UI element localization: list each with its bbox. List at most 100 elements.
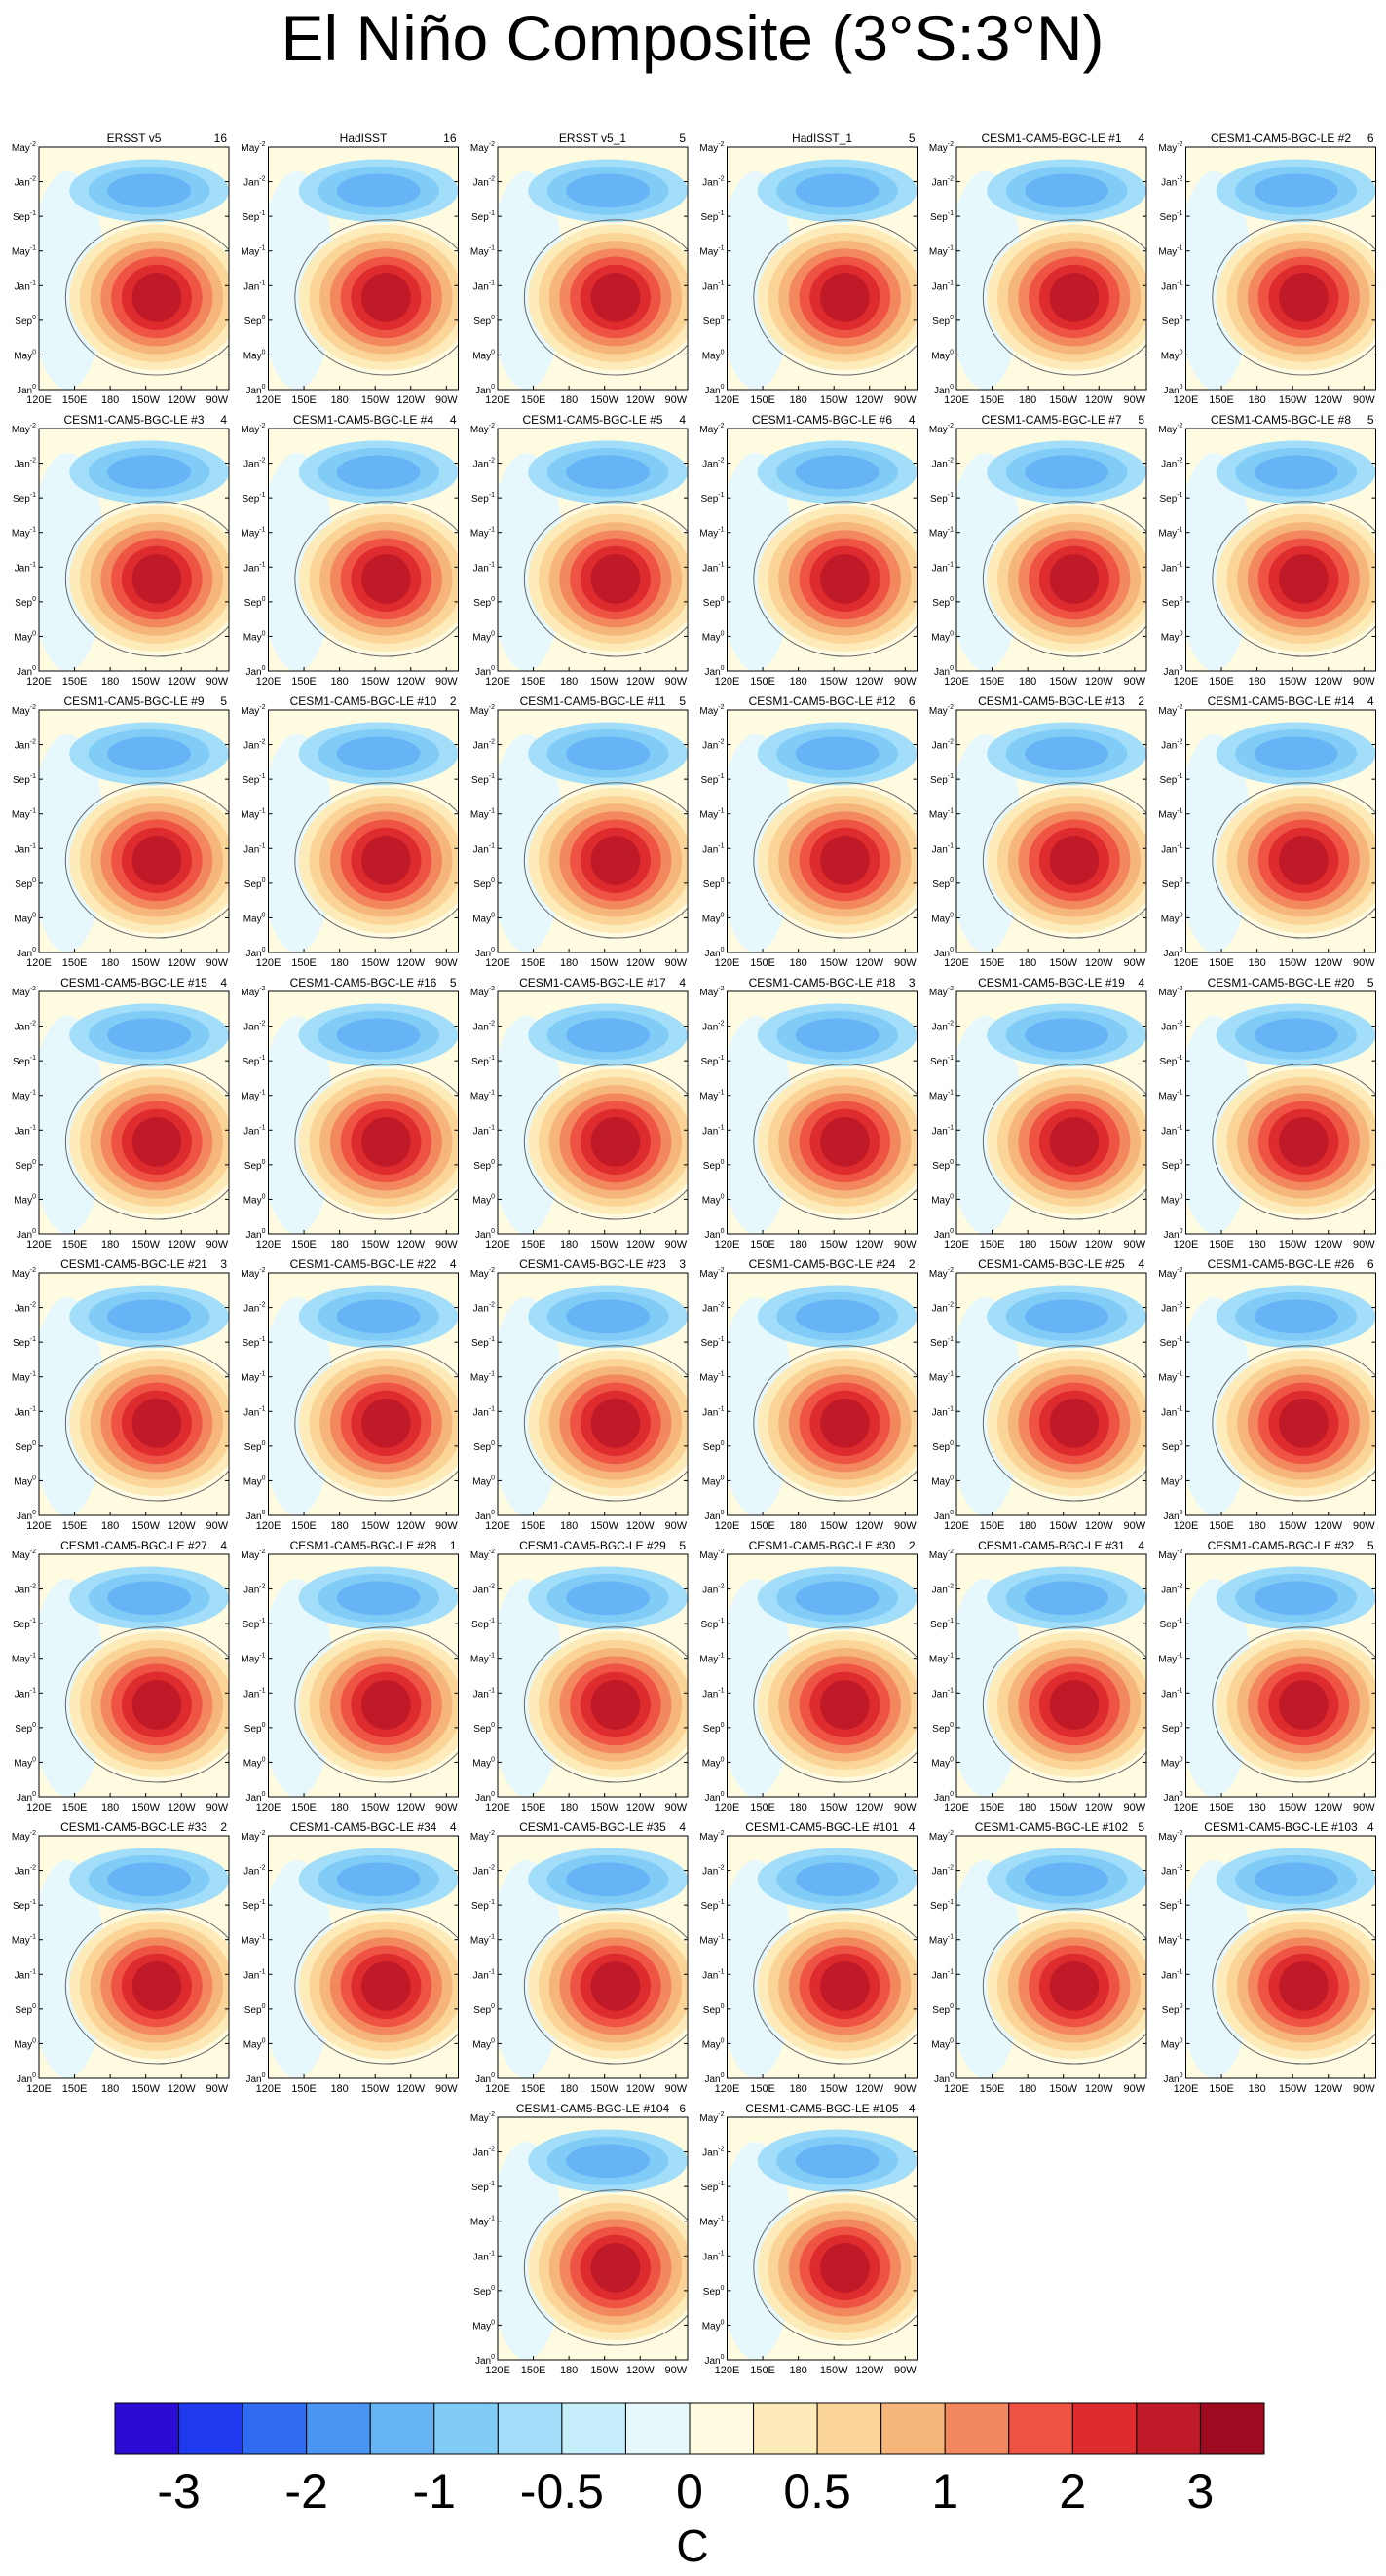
x-tick-label: 90W (665, 2365, 688, 2376)
x-tick-label: 120E (1174, 1520, 1199, 1532)
y-tick-month: Jan (475, 667, 491, 678)
y-tick-year: -1 (948, 773, 954, 780)
colorbar-swatch (497, 2402, 563, 2455)
y-tick-month: May (1158, 810, 1177, 821)
y-tick-month: Jan (1163, 2074, 1179, 2085)
y-tick-label: May0 (243, 1193, 266, 1206)
y-tick-month: May (241, 1550, 259, 1561)
y-tick-year: -1 (259, 1124, 265, 1131)
y-tick-year: -2 (489, 1830, 495, 1837)
x-tick-label: 180 (560, 676, 578, 688)
x-tick-label: 150E (62, 1239, 88, 1251)
field (727, 2117, 918, 2360)
y-tick-month: Sep (471, 494, 489, 504)
y-tick-label: May-1 (12, 1934, 36, 1947)
y-tick-label: Jan0 (475, 384, 495, 396)
cold-anomaly (1025, 455, 1108, 490)
x-tick-label: 120E (715, 2083, 740, 2095)
y-tick-month: Jan (702, 281, 718, 292)
y-tick-label: Sep0 (15, 1440, 36, 1453)
y-tick-label: Jan0 (704, 947, 724, 959)
y-tick-year: 0 (1180, 2003, 1183, 2010)
colorbar-tick-label: -3 (157, 2464, 200, 2519)
y-tick-month: May (929, 1373, 948, 1384)
x-tick-label: 90W (435, 957, 458, 969)
y-tick-year: -2 (948, 1865, 954, 1872)
panel-count: 16 (443, 131, 457, 145)
y-tick-year: 0 (32, 1475, 36, 1481)
panel: CESM1-CAM5-BGC-LE #4 4May-2Jan-2Sep-1May-… (241, 413, 459, 688)
y-tick-year: -1 (30, 1371, 36, 1378)
plot-frame (727, 428, 918, 672)
y-tick-year: -1 (489, 1090, 495, 1097)
y-tick-month: Jan (702, 1304, 718, 1315)
panel-title: CESM1-CAM5-BGC-LE #31 (978, 1539, 1125, 1552)
y-tick-month: May (12, 1655, 30, 1665)
y-tick-year: 0 (1180, 596, 1183, 603)
y-tick-label: May-1 (699, 2216, 724, 2228)
y-tick-year: -1 (948, 1090, 954, 1097)
y-tick-month: Jan (932, 1689, 948, 1699)
y-tick-month: Jan (932, 178, 948, 189)
y-tick-year: -1 (30, 561, 36, 568)
y-tick-month: Sep (703, 879, 721, 890)
y-tick-month: Sep (15, 317, 32, 327)
y-tick-month: Sep (244, 879, 262, 890)
warm-anomaly (1279, 1116, 1329, 1167)
y-tick-label: Jan0 (17, 1510, 36, 1522)
y-tick-year: -1 (489, 2181, 495, 2187)
y-tick-label: Sep0 (932, 1722, 954, 1735)
y-tick-month: Jan (15, 1867, 30, 1878)
y-tick-year: -1 (1177, 1899, 1182, 1906)
colorbar-tick-label: 0 (676, 2464, 703, 2519)
y-tick-year: -1 (489, 1653, 495, 1660)
y-tick-label: Sep-1 (1159, 1336, 1182, 1349)
field (1185, 1554, 1376, 1797)
panel-count: 5 (1367, 1539, 1374, 1552)
y-tick-year: -1 (30, 1934, 36, 1941)
y-tick-label: Jan-2 (1161, 1865, 1182, 1878)
y-tick-month: May (929, 1092, 948, 1102)
y-tick-month: Jan (475, 1793, 491, 1804)
y-tick-label: Sep0 (15, 596, 36, 609)
x-tick-label: 150E (62, 1520, 88, 1532)
y-tick-month: Sep (700, 1057, 718, 1067)
y-tick-year: -2 (489, 1021, 495, 1027)
x-tick-label: 180 (560, 1520, 578, 1532)
y-tick-month: May (1158, 988, 1177, 998)
plot-frame (727, 990, 918, 1235)
y-tick-month: Jan (1161, 1867, 1177, 1878)
y-tick-year: -1 (718, 1124, 724, 1131)
plot-frame (497, 1272, 689, 1516)
x-tick-label: 150W (1279, 1802, 1307, 1813)
y-tick-month: Sep (473, 317, 491, 327)
panel: CESM1-CAM5-BGC-LE #14 4May-2Jan-2Sep-1May… (1158, 694, 1376, 969)
y-tick-label: Sep-1 (930, 492, 954, 504)
y-tick-month: Sep (471, 1338, 489, 1349)
panel-count: 1 (450, 1539, 457, 1552)
y-tick-month: Jan (475, 949, 491, 959)
plot-frame (727, 1553, 918, 1798)
x-tick-label: 150E (1209, 1239, 1234, 1251)
field (1185, 991, 1376, 1234)
y-tick-label: May-2 (1158, 423, 1182, 435)
y-tick-month: May (241, 988, 259, 998)
y-tick-year: -1 (259, 1336, 265, 1343)
panel-count: 2 (909, 1257, 916, 1271)
warm-anomaly (131, 1960, 182, 2011)
contour-zero (753, 1626, 918, 1783)
y-tick-year: 0 (950, 912, 954, 918)
y-tick-month: Jan (475, 2074, 491, 2085)
y-tick-year: -2 (30, 1267, 36, 1274)
panel-title: ERSST v5_1 (559, 131, 626, 145)
panel: CESM1-CAM5-BGC-LE #8 5May-2Jan-2Sep-1May-… (1158, 413, 1376, 688)
cold-anomaly (107, 173, 191, 208)
y-tick-month: Jan (15, 178, 30, 189)
y-tick-month: May (1158, 1092, 1177, 1102)
y-tick-year: -2 (259, 423, 265, 429)
y-tick-month: May (14, 914, 32, 924)
x-tick-label: 180 (1248, 676, 1265, 688)
y-tick-label: Jan-1 (702, 842, 724, 855)
field (956, 1273, 1146, 1515)
y-tick-month: Sep (473, 598, 491, 609)
